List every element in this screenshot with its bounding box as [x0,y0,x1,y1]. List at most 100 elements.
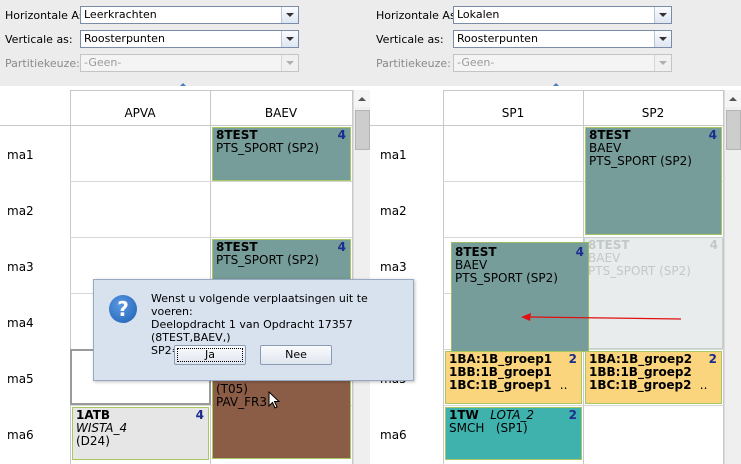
right-partition-select: -Geen- [453,54,672,72]
grid-line [0,125,353,126]
column-header-baev[interactable]: BAEV [264,106,298,120]
left-partition-value: -Geen- [84,56,122,69]
row-label-ma2: ma2 [7,204,34,218]
no-button[interactable]: Nee [260,345,332,365]
left-vertical-axis-select[interactable]: Roosterpunten [80,30,299,48]
card-line: 1BC:1B_groep1 [449,378,552,392]
card-line: PTS_SPORT (SP2) [216,141,319,155]
drag-arrow-icon [521,313,682,321]
card-count: 4 [337,240,346,254]
right-vertical-axis-value: Roosterpunten [457,32,538,45]
right-vertical-axis-label: Verticale as: [376,33,444,46]
question-icon: ? [109,295,137,323]
card-line: PTS_SPORT (SP2) [589,154,692,168]
grid-line [210,91,211,464]
splitter-handle-icon[interactable] [553,83,559,86]
right-vertical-scrollbar[interactable] [724,90,741,464]
grid-line [70,181,353,182]
card-line: SMCH [449,421,485,435]
left-horizontal-axis-select[interactable]: Leerkrachten [80,6,299,24]
card-line: BAEV [588,251,621,265]
scroll-up-arrow-icon[interactable] [354,90,370,107]
row-label-ma4: ma4 [7,316,34,330]
card-count: 4 [195,408,204,422]
lesson-card[interactable]: 2 1BA:1B_groep2 1BB:1B_groep2 1BC:1B_gro… [585,351,722,404]
card-count: 2 [708,352,717,366]
chevron-down-icon[interactable] [281,31,298,47]
card-count: 4 [709,238,718,252]
right-horizontal-axis-value: Lokalen [457,8,500,21]
row-label-ma3: ma3 [380,260,407,274]
grid-line [443,237,724,238]
lesson-card[interactable]: 8TEST 4 BAEV PTS_SPORT (SP2) [585,127,722,235]
scroll-up-arrow-icon[interactable] [725,90,741,107]
grid-line [70,90,353,91]
right-vertical-axis-select[interactable]: Roosterpunten [453,30,672,48]
card-line: PTS_SPORT (SP2) [216,253,319,267]
mouse-cursor-icon [268,391,281,409]
card-line: (SP1) [495,421,528,435]
card-line: PTS_SPORT (SP2) [588,264,691,278]
left-vertical-scrollbar[interactable] [353,90,370,464]
card-title: 8TEST [455,245,497,259]
grid-line [70,237,353,238]
card-line: BAEV [589,141,622,155]
dialog-message-line: Wenst u volgende verplaatsingen uit te v… [151,292,368,318]
card-line: (D24) [76,434,110,448]
chevron-down-icon[interactable] [654,7,671,23]
card-line: 1BA:1B_groep1 [449,352,553,366]
lesson-card[interactable]: 2 1BA:1B_groep1 1BB:1B_groep1 1BC:1B_gro… [445,351,582,404]
card-title: 1ATB [76,408,111,422]
card-line: 1BB:1B_groep2 [589,365,692,379]
card-title: 8TEST [216,240,258,254]
grid-line [443,91,444,464]
column-header-sp1[interactable]: SP1 [501,106,525,120]
grid-line [370,125,724,126]
right-horizontal-axis-select[interactable]: Lokalen [453,6,672,24]
grid-line [443,405,724,406]
row-label-ma5: ma5 [7,372,34,386]
lesson-card[interactable]: 8TEST 4 PTS_SPORT (SP2) [212,127,351,181]
card-more: .. [559,378,568,392]
lesson-card-ghost: 8TEST 4 BAEV PTS_SPORT (SP2) [584,237,723,349]
left-horizontal-axis-label: Horizontale As: [5,9,89,22]
card-line: BAEV [455,258,488,272]
card-line: 1BA:1B_groep2 [589,352,693,366]
left-partition-label: Partitiekeuze: [5,57,80,70]
column-header-apva[interactable]: APVA [124,106,156,120]
card-count: 4 [575,245,584,259]
card-line: PTS_SPORT (SP2) [455,271,558,285]
row-label-ma6: ma6 [380,428,407,442]
chevron-down-icon[interactable] [281,7,298,23]
splitter-handle-icon[interactable] [180,83,186,86]
card-count: 2 [568,352,577,366]
dragged-lesson-card[interactable]: 8TEST 4 BAEV PTS_SPORT (SP2) [451,242,589,352]
row-label-ma2: ma2 [380,204,407,218]
card-more: .. [699,378,708,392]
scroll-thumb[interactable] [355,110,370,150]
card-line: PAV_FR3 [216,395,267,409]
grid-line [352,91,353,464]
chevron-down-icon [281,55,298,71]
lesson-card[interactable]: 1ATB 4 WISTA_4 (D24) [72,407,209,460]
card-line: 1BB:1B_groep1 [449,365,552,379]
grid-line [443,181,724,182]
left-partition-select: -Geen- [80,54,299,72]
card-count: 2 [568,408,577,422]
scroll-thumb[interactable] [726,110,741,150]
right-partition-value: -Geen- [457,56,495,69]
row-label-ma6: ma6 [7,428,34,442]
grid-line [70,91,71,464]
card-line: WISTA_4 [76,421,128,435]
card-count: 4 [708,128,717,142]
card-title: 8TEST [216,128,258,142]
dialog-message-line: Deelopdracht 1 van Opdracht 17357 (8TEST… [151,318,353,344]
column-header-sp2[interactable]: SP2 [641,106,665,120]
card-line: (T05) [216,382,248,396]
chevron-down-icon[interactable] [654,31,671,47]
row-label-ma1: ma1 [7,148,34,162]
card-subtitle: LOTA_2 [490,408,535,422]
grid-line [70,405,353,406]
lesson-card[interactable]: 1TW LOTA_2 2 SMCH (SP1) [445,407,582,460]
yes-button[interactable]: Ja [174,345,246,365]
